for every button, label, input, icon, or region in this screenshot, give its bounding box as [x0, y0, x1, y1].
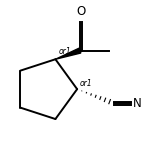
Text: N: N — [133, 97, 142, 110]
Text: or1: or1 — [80, 79, 93, 88]
Text: or1: or1 — [58, 47, 71, 56]
Text: O: O — [76, 5, 86, 18]
Polygon shape — [55, 48, 81, 59]
